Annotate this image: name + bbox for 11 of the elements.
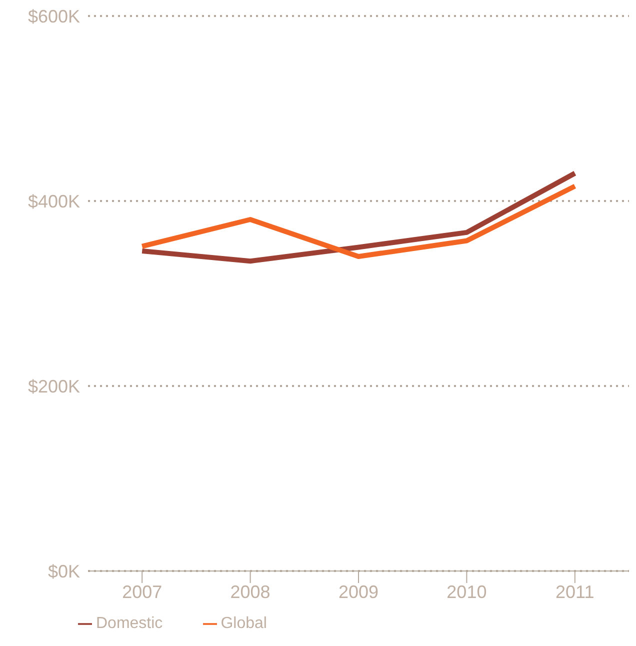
legend-label: Domestic <box>96 615 163 632</box>
x-tick-label: 2009 <box>338 582 379 602</box>
x-tick-label: 2007 <box>122 582 162 602</box>
y-tick-label: $0K <box>48 561 80 582</box>
x-tick-label: 2008 <box>230 582 270 602</box>
legend-label: Global <box>220 615 267 632</box>
x-tick-label: 2011 <box>556 582 594 602</box>
y-tick-label: $600K <box>28 6 80 26</box>
y-tick-label: $400K <box>28 191 80 212</box>
y-tick-label: $200K <box>28 376 80 396</box>
x-tick-label: 2010 <box>446 582 487 602</box>
